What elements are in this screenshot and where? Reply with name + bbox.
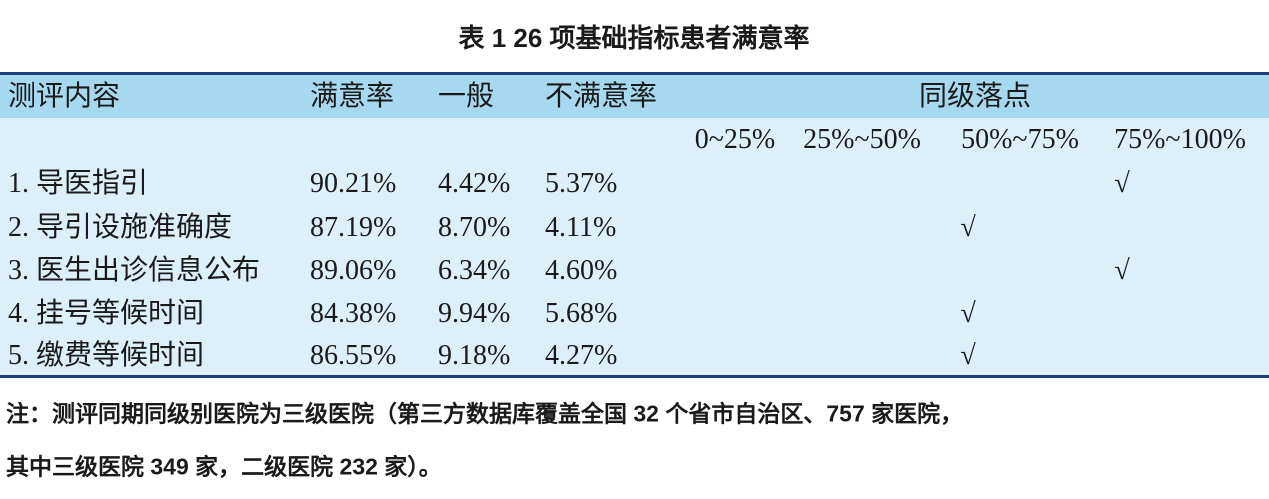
row-value: 4.42% — [438, 168, 511, 199]
row-label: 2. 导引设施准确度 — [8, 212, 233, 243]
check-mark: √ — [1114, 255, 1130, 286]
body-background — [0, 118, 1269, 376]
header-cell: 同级落点 — [918, 81, 1032, 112]
header-cell: 测评内容 — [8, 81, 121, 112]
note-line: 注：测评同期同级别医院为三级医院（第三方数据库覆盖全国 32 个省市自治区、75… — [6, 400, 964, 427]
row-value: 9.94% — [438, 298, 511, 329]
row-value: 89.06% — [310, 255, 397, 286]
row-value: 84.38% — [310, 298, 397, 329]
row-value: 4.11% — [545, 212, 617, 243]
check-mark: √ — [1114, 168, 1130, 199]
top-rule — [0, 72, 1269, 75]
header-background — [0, 74, 1269, 118]
check-mark: √ — [960, 212, 976, 243]
row-value: 86.55% — [310, 340, 397, 371]
row-value: 90.21% — [310, 168, 397, 199]
row-label: 5. 缴费等候时间 — [8, 340, 205, 371]
row-value: 4.27% — [545, 340, 618, 371]
subheader-cell: 0~25% — [694, 124, 776, 155]
table-title: 表 1 26 项基础指标患者满意率 — [458, 23, 810, 53]
row-value: 5.68% — [545, 298, 618, 329]
row-value: 4.60% — [545, 255, 618, 286]
header-cell: 不满意率 — [545, 81, 658, 112]
row-label: 3. 医生出诊信息公布 — [8, 255, 261, 286]
row-label: 4. 挂号等候时间 — [8, 298, 205, 329]
check-mark: √ — [960, 298, 976, 329]
row-value: 87.19% — [310, 212, 397, 243]
row-value: 8.70% — [438, 212, 511, 243]
row-value: 9.18% — [438, 340, 511, 371]
row-label: 1. 导医指引 — [8, 168, 149, 199]
subheader-cell: 25%~50% — [803, 124, 921, 155]
row-value: 5.37% — [545, 168, 618, 199]
subheader-cell: 50%~75% — [961, 124, 1079, 155]
check-mark: √ — [960, 340, 976, 371]
subheader-cell: 75%~100% — [1114, 124, 1246, 155]
note-line: 其中三级医院 349 家，二级医院 232 家）。 — [6, 453, 442, 480]
header-cell: 满意率 — [310, 81, 395, 112]
bottom-rule — [0, 375, 1269, 378]
row-value: 6.34% — [438, 255, 511, 286]
header-cell: 一般 — [438, 81, 495, 112]
